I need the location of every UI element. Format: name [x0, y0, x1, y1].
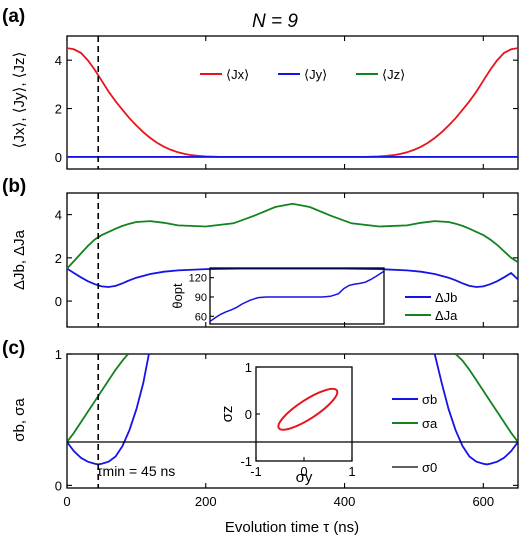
- panel-c-frame: [66, 353, 519, 489]
- panel-a-legend: ⟨Jx⟩ ⟨Jy⟩ ⟨Jz⟩: [200, 67, 405, 82]
- panel-c-inset: -1 0 1 -1 0 1 σy σz: [219, 360, 356, 486]
- inset-b-ytick-label: 60: [195, 311, 207, 323]
- tau-min-annotation: τmin = 45 ns: [97, 463, 175, 479]
- panel-b-inset: 60 90 120 θopt: [170, 267, 385, 325]
- legend-a-1-label: ⟨Jy⟩: [304, 67, 327, 82]
- inset-c-xtick-label: 0: [300, 464, 307, 479]
- panel-label-c: (c): [2, 338, 25, 359]
- panel-a-series-group: [67, 47, 518, 158]
- inset-c-xlabel: σy: [296, 469, 313, 486]
- series-line-b-0: [67, 267, 518, 288]
- legend-b-1-label: ΔJa: [435, 308, 458, 323]
- panel-a-ytick-label: 0: [55, 150, 62, 165]
- figure-title: N = 9: [252, 11, 298, 32]
- legend-c-2-label: σ0: [422, 460, 437, 475]
- legend-c-1-label: σa: [422, 416, 438, 431]
- inset-b-ytick-label: 120: [189, 273, 207, 285]
- panel-b-frame: [66, 192, 519, 328]
- panel-c-xtick-label: 400: [334, 494, 356, 509]
- series-line-b-1: [67, 202, 518, 270]
- inset-c-frame: [255, 366, 353, 462]
- inset-c-ylabel: σz: [219, 406, 236, 423]
- legend-a-2-label: ⟨Jz⟩: [382, 67, 405, 82]
- panel-label-a: (a): [2, 6, 25, 27]
- inset-b-theta-line: [210, 270, 384, 323]
- legend-b-0-label: ΔJb: [435, 290, 457, 305]
- inset-c-ytick-label: 1: [245, 360, 252, 375]
- inset-b-frame: [209, 267, 385, 325]
- legend-c-0-label: σb: [422, 392, 437, 407]
- series-line-c-0: [67, 354, 518, 466]
- inset-c-xtick-label: 1: [348, 464, 355, 479]
- panel-c-xtick-label: 200: [195, 494, 217, 509]
- panel-b-series-group: [67, 202, 518, 288]
- panel-c-ylabel: σb, σa: [11, 398, 28, 442]
- panel-c-xtick-label: 0: [63, 494, 70, 509]
- panel-c-ytick-label: 1: [55, 347, 62, 362]
- panel-b-plot: 0 2 4: [55, 193, 518, 327]
- panel-b-ytick-label: 0: [55, 294, 62, 309]
- inset-c-ytick-label: -1: [240, 454, 252, 469]
- panel-b-ytick-label: 4: [55, 208, 62, 223]
- inset-c-ytick-label: 0: [245, 407, 252, 422]
- panel-a-frame: [66, 35, 519, 170]
- panel-c-plot: 0 1 0 200 400 600: [55, 347, 518, 509]
- panel-a-ylabel: ⟨Jx⟩, ⟨Jy⟩, ⟨Jz⟩: [11, 52, 28, 149]
- panel-c-series-group: [67, 354, 518, 466]
- panel-b-ylabel: ΔJb, ΔJa: [11, 229, 28, 290]
- inset-b-ytick-label: 90: [195, 292, 207, 304]
- legend-a-0-label: ⟨Jx⟩: [226, 67, 249, 82]
- inset-b-ylabel: θopt: [170, 283, 185, 309]
- inset-c-xtick-label: -1: [250, 464, 262, 479]
- panel-a-ytick-label: 2: [55, 102, 62, 117]
- panel-c-legend: σb σa σ0: [392, 392, 438, 475]
- panel-c-ytick-label: 0: [55, 478, 62, 493]
- panel-c-xlabel: Evolution time τ (ns): [225, 519, 359, 536]
- panel-c-xtick-label: 600: [472, 494, 494, 509]
- panel-label-b: (b): [2, 176, 26, 197]
- inset-c-ellipse: [277, 387, 339, 431]
- panel-b-ytick-label: 2: [55, 251, 62, 266]
- series-line-a-0: [67, 47, 518, 158]
- panel-a-plot: 0 2 4: [55, 36, 518, 169]
- panel-a-ytick-label: 4: [55, 53, 62, 68]
- panel-b-legend: ΔJb ΔJa: [405, 290, 458, 323]
